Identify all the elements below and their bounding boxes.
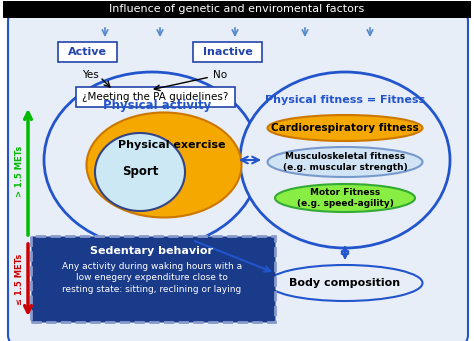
FancyBboxPatch shape [76, 87, 235, 107]
Text: Inactive: Inactive [203, 47, 253, 57]
FancyBboxPatch shape [193, 42, 262, 62]
Ellipse shape [267, 115, 422, 141]
Text: Musculoskeletal fitness
(e.g. muscular strength): Musculoskeletal fitness (e.g. muscular s… [283, 152, 407, 172]
Text: Physical exercise: Physical exercise [118, 140, 226, 150]
Ellipse shape [267, 265, 422, 301]
Ellipse shape [267, 147, 422, 177]
Text: Influence of genetic and enviromental factors: Influence of genetic and enviromental fa… [109, 4, 365, 15]
Ellipse shape [44, 72, 260, 248]
Ellipse shape [240, 72, 450, 248]
Text: Motor Fitness
(e.g. speed-agility): Motor Fitness (e.g. speed-agility) [297, 188, 393, 208]
Text: Active: Active [67, 47, 107, 57]
Text: Cardiorespiratory fitness: Cardiorespiratory fitness [271, 123, 419, 133]
FancyBboxPatch shape [31, 236, 275, 322]
Text: > 1.5 METs: > 1.5 METs [16, 145, 25, 197]
FancyBboxPatch shape [58, 42, 117, 62]
Text: Physical fitness = Fitness: Physical fitness = Fitness [265, 95, 425, 105]
FancyBboxPatch shape [8, 11, 468, 341]
Text: Physical activity: Physical activity [103, 99, 211, 112]
Text: Any activity during waking hours with a
low enegery expenditure close to
resting: Any activity during waking hours with a … [62, 262, 242, 294]
Ellipse shape [95, 133, 185, 211]
Ellipse shape [86, 113, 241, 218]
Text: Sedentary behavior: Sedentary behavior [91, 246, 213, 256]
Text: Yes: Yes [82, 70, 99, 80]
Text: Sport: Sport [122, 165, 158, 178]
Text: ¿Meeting the PA guidelines?: ¿Meeting the PA guidelines? [82, 92, 228, 102]
FancyBboxPatch shape [3, 1, 471, 18]
Ellipse shape [275, 184, 415, 212]
Text: No: No [213, 70, 227, 80]
Text: ≤ 1.5 METs: ≤ 1.5 METs [16, 253, 25, 305]
Text: Body composition: Body composition [290, 278, 401, 288]
